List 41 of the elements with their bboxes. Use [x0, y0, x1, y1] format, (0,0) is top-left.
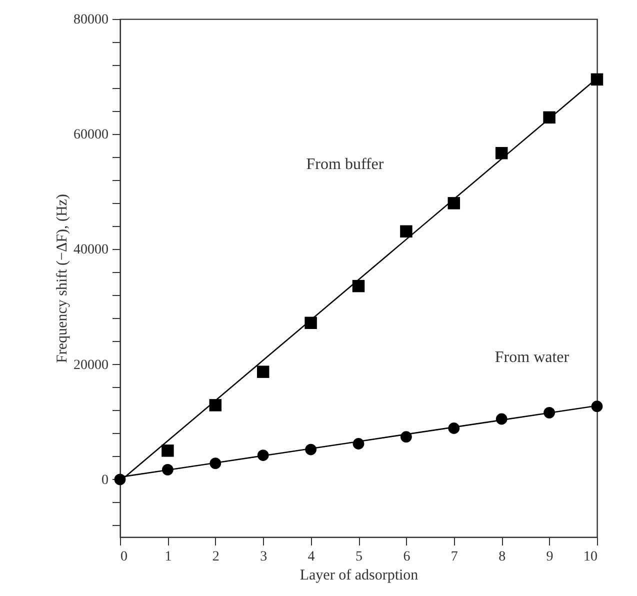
annotation: From water	[494, 349, 570, 366]
y-tick-label: 80000	[74, 12, 108, 28]
y-tick-label: 0	[102, 472, 108, 488]
point	[114, 474, 126, 486]
point	[448, 197, 460, 210]
point	[209, 399, 222, 412]
x-tick-label: 7	[450, 550, 458, 564]
point	[591, 400, 603, 412]
y-tick-label: 60000	[74, 128, 108, 143]
point	[162, 464, 174, 476]
point	[448, 422, 460, 434]
x-tick-label: 5	[356, 550, 362, 564]
point	[210, 458, 222, 470]
x-tick-label: 3	[260, 550, 268, 564]
point	[304, 316, 317, 330]
point	[352, 280, 365, 292]
point	[496, 413, 508, 425]
annotation: From buffer	[306, 156, 384, 173]
x-tick-label: 8	[498, 550, 506, 564]
point	[305, 444, 316, 456]
x-tick-label: 0	[120, 550, 128, 564]
x-tick-label: 1	[164, 550, 172, 564]
point	[162, 444, 174, 457]
x-tick-label: 4	[308, 550, 315, 564]
x-tick-label: 6	[403, 550, 410, 564]
point	[543, 111, 556, 124]
point	[400, 431, 412, 443]
point	[256, 366, 270, 378]
y-tick-label: 20000	[74, 358, 108, 373]
point	[352, 438, 364, 450]
point	[400, 225, 412, 238]
x-tick-label: 9	[546, 550, 554, 564]
x-axis-title: Layer of adsorption	[300, 568, 419, 584]
point	[495, 146, 508, 160]
x-tick-label: 10	[584, 550, 598, 564]
point	[590, 73, 604, 86]
y-tick-label: 40000	[74, 242, 108, 258]
point	[257, 450, 269, 461]
y-axis-title: Frequency shift (−ΔF), (Hz)	[54, 194, 70, 363]
x-tick-label: 2	[212, 550, 220, 564]
point	[544, 406, 555, 418]
